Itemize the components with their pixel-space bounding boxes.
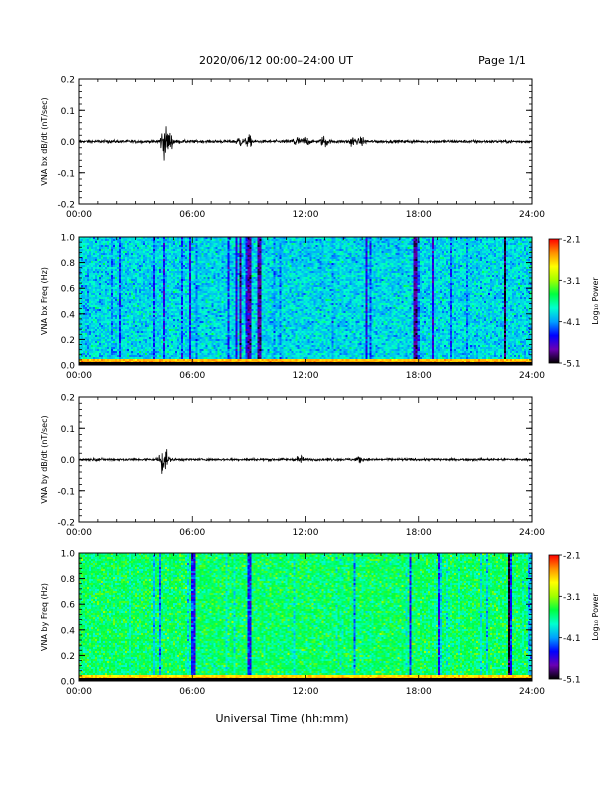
x-tick-label: 06:00 [179, 371, 205, 381]
spectrogram-image [79, 237, 532, 365]
x-tick-label: 00:00 [66, 210, 92, 220]
panels-group: 0.20.10.0-0.1-0.200:00 06:00 12:00 18:00 24:… [40, 76, 600, 698]
y-axis-label: VNA by Freq (Hz) [40, 583, 49, 651]
x-tick-label: 24:00 [519, 371, 545, 381]
colorbar-tick-label: -3.1 [563, 277, 581, 287]
colorbar-label: Log₁₀ Power [591, 593, 600, 641]
y-tick-label: 0.4 [61, 626, 76, 636]
x-tick-label: 00:00 [66, 528, 92, 538]
colorbar-tick-label: -2.1 [563, 236, 581, 246]
y-axis-label: VNA by dB/dt (nT/sec) [40, 415, 49, 503]
y-tick-label: -0.2 [57, 201, 75, 211]
x-tick-label: 18:00 [406, 371, 432, 381]
spectrogram-image [79, 553, 532, 681]
x-tick-label: 24:00 [519, 528, 545, 538]
colorbar-tick-label: -4.1 [563, 318, 581, 328]
x-tick-label: 12:00 [293, 528, 319, 538]
colorbar-tick-label: -2.1 [563, 552, 581, 562]
y-tick-label: 0.0 [61, 138, 76, 148]
series-line [78, 126, 533, 161]
y-tick-label: 0.6 [61, 285, 76, 295]
y-tick-label: 0.4 [61, 310, 76, 320]
y-tick-label: -0.1 [57, 169, 75, 179]
colorbar-tick-label: -3.1 [563, 593, 581, 603]
x-tick-label: 24:00 [519, 210, 545, 220]
colorbar-tick-label: -5.1 [563, 676, 581, 686]
x-tick-label: 18:00 [406, 528, 432, 538]
x-tick-label: 24:00 [519, 687, 545, 697]
x-tick-label: 06:00 [179, 687, 205, 697]
page-title: 2020/06/12 00:00–24:00 UT [199, 54, 353, 67]
panel-bx-spectrogram: -2.1 -3.1 -4.1 -5.1 Log₁₀ Power 1.0 0.8 0.6 0.4 0… [40, 234, 600, 382]
y-tick-label: 0.6 [61, 601, 76, 611]
y-tick-label: 1.0 [61, 550, 76, 560]
panel-by-derivative: 0.2 0.1 0.0 -0.1 -0.200:00 06:00 12:00 18:00 24:… [40, 394, 545, 539]
x-tick-label: 06:00 [179, 210, 205, 220]
y-tick-label: 0.0 [61, 456, 76, 466]
x-axis-title: Universal Time (hh:mm) [216, 712, 349, 725]
y-tick-label: 1.0 [61, 234, 76, 244]
series-line [78, 449, 533, 474]
y-tick-label: 0.8 [61, 259, 76, 269]
y-tick-label: 0.0 [61, 678, 76, 688]
x-tick-label: 12:00 [293, 210, 319, 220]
x-tick-label: 00:00 [66, 371, 92, 381]
y-tick-label: 0.8 [61, 575, 76, 585]
y-axis-label: VNA bx Freq (Hz) [40, 267, 49, 335]
x-tick-label: 12:00 [293, 371, 319, 381]
colorbar-tick-label: -4.1 [563, 634, 581, 644]
y-tick-label: 0.2 [61, 336, 75, 346]
colorbar [548, 554, 560, 680]
colorbar-label: Log₁₀ Power [591, 277, 600, 325]
x-tick-label: 12:00 [293, 687, 319, 697]
y-tick-label: 0.0 [61, 362, 76, 372]
x-tick-label: 00:00 [66, 687, 92, 697]
y-tick-label: 0.1 [61, 425, 75, 435]
y-tick-label: -0.1 [57, 487, 75, 497]
colorbar [548, 238, 560, 364]
y-tick-label: -0.2 [57, 519, 75, 529]
y-tick-label: 0.2 [61, 394, 75, 404]
y-tick-label: 0.2 [61, 76, 75, 86]
panel-bx-derivative: 0.2 0.1 0.0 -0.1 -0.200:00 06:00 12:00 18:00 24:… [40, 76, 545, 221]
x-tick-label: 18:00 [406, 210, 432, 220]
page-number-label: Page 1/1 [478, 54, 526, 67]
panel-by-spectrogram: -2.1 -3.1 -4.1 -5.1 Log₁₀ Power 1.0 0.8 0.6 0.4 0… [40, 550, 600, 698]
y-axis-label: VNA bx dB/dt (nT/sec) [40, 97, 49, 185]
y-tick-label: 0.1 [61, 107, 75, 117]
x-tick-label: 06:00 [179, 528, 205, 538]
colorbar-tick-label: -5.1 [563, 360, 581, 370]
y-tick-label: 0.2 [61, 652, 75, 662]
x-tick-label: 18:00 [406, 687, 432, 697]
